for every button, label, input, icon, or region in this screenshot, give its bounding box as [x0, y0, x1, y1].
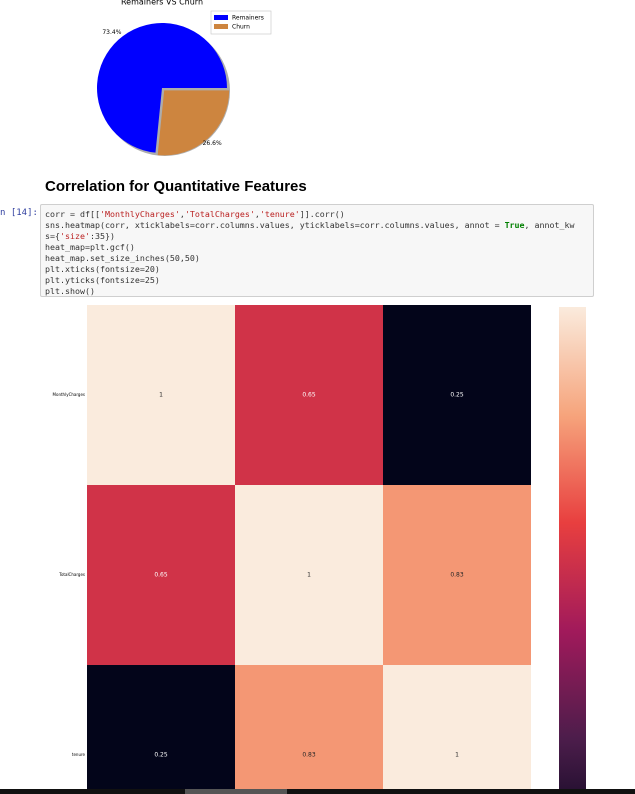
code-line: heat_map.set_size_inches(50,50)	[45, 253, 589, 264]
code-cell[interactable]: corr = df[['MonthlyCharges','TotalCharge…	[40, 204, 594, 297]
code-token: 'TotalCharges'	[184, 209, 255, 219]
code-token: ,	[254, 209, 260, 219]
code-token: sns.heatmap(corr, xticklabels=corr.colum…	[45, 220, 505, 230]
code-token: True	[504, 220, 525, 230]
code-line: plt.show()	[45, 286, 589, 296]
heatmap-cell	[235, 485, 383, 665]
cell-prompt: n [14]:	[0, 208, 38, 218]
code-token: heat_map.set_size_inches(50,50)	[45, 253, 200, 263]
heatmap-cell	[383, 305, 531, 485]
heatmap-cell	[87, 305, 235, 485]
cell-annotation: 1	[455, 752, 459, 759]
y-tick-label: tenure	[72, 752, 86, 757]
cell-annotation: 0.65	[302, 392, 316, 399]
legend-entry: Remainers	[232, 15, 264, 22]
scrollbar-thumb[interactable]	[185, 789, 287, 794]
code-line: heat_map=plt.gcf()	[45, 242, 589, 253]
legend-swatch	[214, 24, 228, 29]
scrollbar-track	[0, 789, 635, 794]
code-line: sns.heatmap(corr, xticklabels=corr.colum…	[45, 220, 589, 231]
legend-swatch	[214, 15, 228, 20]
pie-slice	[157, 90, 230, 156]
code-line: plt.yticks(fontsize=25)	[45, 275, 589, 286]
code-token: :35})	[89, 231, 115, 241]
y-tick-label: MonthlyCharges	[53, 392, 85, 397]
section-heading: Correlation for Quantitative Features	[45, 178, 307, 195]
y-tick-label: TotalCharges	[58, 572, 85, 577]
cell-annotation: 0.25	[154, 752, 168, 759]
code-token: heat_map=plt.gcf()	[45, 242, 135, 252]
code-token: ]].corr()	[299, 209, 345, 219]
code-token: ,	[179, 209, 185, 219]
code-line: plt.xticks(fontsize=20)	[45, 264, 589, 275]
heatmap-cell	[235, 305, 383, 485]
pie-slice	[96, 22, 227, 153]
pie-label: 26.6%	[203, 140, 222, 147]
code-token: 'MonthlyCharges'	[99, 209, 180, 219]
heatmap-cell	[87, 665, 235, 794]
code-line: s={'size':35})	[45, 231, 589, 242]
cell-annotation: 0.25	[450, 392, 464, 399]
heatmap-cell	[235, 665, 383, 794]
code-token: plt.yticks(fontsize=25)	[45, 275, 160, 285]
heatmap-cell	[87, 485, 235, 665]
heatmap-cell	[383, 485, 531, 665]
pie-label: 73.4%	[102, 29, 121, 36]
colorbar	[559, 307, 586, 794]
heatmap-cell	[383, 665, 531, 794]
code-line: corr = df[['MonthlyCharges','TotalCharge…	[45, 209, 589, 220]
code-token: s={	[45, 231, 60, 241]
code-token: 'size'	[60, 231, 90, 241]
pie-title: Remainers VS Churn	[121, 0, 203, 7]
cell-annotation: 0.83	[302, 752, 316, 759]
legend-entry: Churn	[232, 24, 250, 31]
code-token: , annot_kw	[524, 220, 575, 230]
code-token: 'tenure'	[259, 209, 300, 219]
cell-annotation: 1	[159, 392, 163, 399]
code-token: plt.show()	[45, 286, 95, 296]
cell-annotation: 0.83	[450, 572, 464, 579]
code-token: plt.xticks(fontsize=20)	[45, 264, 160, 274]
cell-annotation: 1	[307, 572, 311, 579]
code-token: corr = df[[	[45, 209, 100, 219]
cell-annotation: 0.65	[154, 572, 168, 579]
